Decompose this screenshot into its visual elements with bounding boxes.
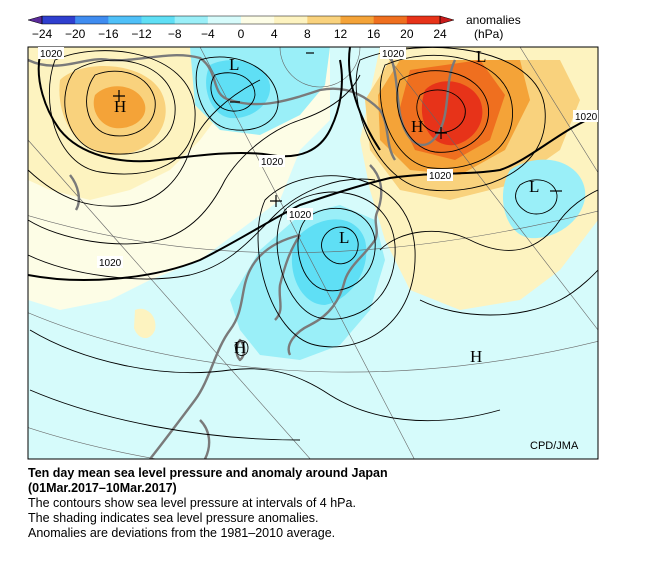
anomaly-shading: [28, 47, 598, 360]
anomaly-center-markers: [113, 52, 562, 207]
map-credit: CPD/JMA: [530, 440, 579, 452]
pressure-center-low: L: [229, 55, 239, 74]
pressure-center-high: H: [470, 347, 482, 366]
colorbar-tick-label: 4: [271, 27, 278, 41]
colorbar-segment: [307, 16, 341, 24]
colorbar-tick-label: 16: [367, 27, 381, 41]
coast-taiwan: [235, 338, 246, 362]
colorbar-tick-label: −24: [32, 27, 53, 41]
plus-marker: [113, 90, 125, 102]
colorbar-tick-label: −20: [65, 27, 86, 41]
isobar-1020: [28, 47, 598, 281]
colorbar-tick-label: 8: [304, 27, 311, 41]
colorbar-tick-label: −16: [98, 27, 119, 41]
colorbar-tick-label: 12: [334, 27, 348, 41]
isobars: [28, 47, 598, 441]
coast-okhotsk: [229, 87, 397, 161]
colorbar-segment: [340, 16, 375, 24]
colorbar-segment: [207, 16, 242, 24]
coast-philippines: [199, 419, 211, 459]
pressure-center-group: H L H L L H L H: [114, 47, 539, 366]
colorbar-tick-label: 20: [400, 27, 414, 41]
map-caption: Ten day mean sea level pressure and anom…: [28, 466, 628, 541]
colorbar-segment: [373, 16, 408, 24]
negative-anomaly-japan-core: [291, 219, 367, 305]
pressure-center-high: H: [411, 117, 423, 136]
colorbar-unit: (hPa): [474, 27, 504, 41]
coast-sakhalin: [369, 164, 383, 241]
caption-title-line2: (01Mar.2017–10Mar.2017): [28, 481, 177, 495]
plus-marker: [270, 195, 282, 207]
isobar-label-group: 1020 1020 1020 1020 1020 1020 1020: [38, 47, 598, 269]
colorbar-segment: [75, 16, 109, 24]
colorbar-segment: [241, 16, 275, 24]
colorbar-segment: [141, 16, 176, 24]
colorbar-tick-label: 24: [433, 27, 447, 41]
negative-anomaly-east: [502, 159, 586, 239]
isobar-label: 1020: [575, 112, 598, 123]
positive-anomaly-siberia-peak: [93, 86, 146, 129]
caption-line1: The contours show sea level pressure at …: [28, 496, 356, 510]
colorbar-segment: [274, 16, 308, 24]
colorbar-border: [41, 15, 441, 25]
colorbar-tick-label: −4: [201, 27, 215, 41]
pressure-center-low: L: [339, 228, 349, 247]
pressure-center-high: H: [114, 97, 126, 116]
isobar-label: 1020: [289, 210, 312, 221]
caption-line2: The shading indicates sea level pressure…: [28, 511, 319, 525]
colorbar-segment: [174, 16, 209, 24]
pressure-center-low: L: [529, 177, 539, 196]
colorbar-segment: [42, 16, 76, 24]
isobar-label: 1020: [99, 258, 122, 269]
colorbar-segment: [108, 16, 142, 24]
map-frame: [27, 46, 599, 460]
isobar-label: 1020: [40, 49, 63, 60]
coast-japan: [287, 239, 376, 356]
caption-title-line1: Ten day mean sea level pressure and anom…: [28, 466, 388, 480]
colorbar-label: anomalies: [466, 13, 521, 27]
pressure-center-low: L: [476, 47, 486, 66]
isobar-label: 1020: [429, 171, 452, 182]
plus-marker: [435, 127, 447, 139]
colorbar-segment: [406, 16, 441, 24]
positive-anomaly-south-small: [134, 308, 156, 339]
coast-korea: [274, 234, 301, 321]
pressure-map: 1020 1020 1020 1020 1020 1020 1020 H L H…: [27, 46, 599, 460]
positive-anomaly-okhotsk-peak: [421, 81, 483, 146]
coast-china: [149, 233, 301, 459]
pressure-center-high: H: [234, 338, 246, 357]
caption-line3: Anomalies are deviations from the 1981–2…: [28, 526, 336, 540]
colorbar-tick-label: −12: [131, 27, 152, 41]
anomaly-colorbar: −24 −20 −16 −12 −8 −4 0 4 8 12 16 20 24: [27, 15, 455, 41]
colorbar-tick-label: 0: [238, 27, 245, 41]
coastlines: [28, 54, 457, 459]
isobar-label: 1020: [382, 49, 405, 60]
coast-russia: [28, 54, 231, 102]
colorbar-tick-label: −8: [168, 27, 182, 41]
coast-lake-baikal: [69, 174, 81, 211]
isobar-label: 1020: [261, 157, 284, 168]
